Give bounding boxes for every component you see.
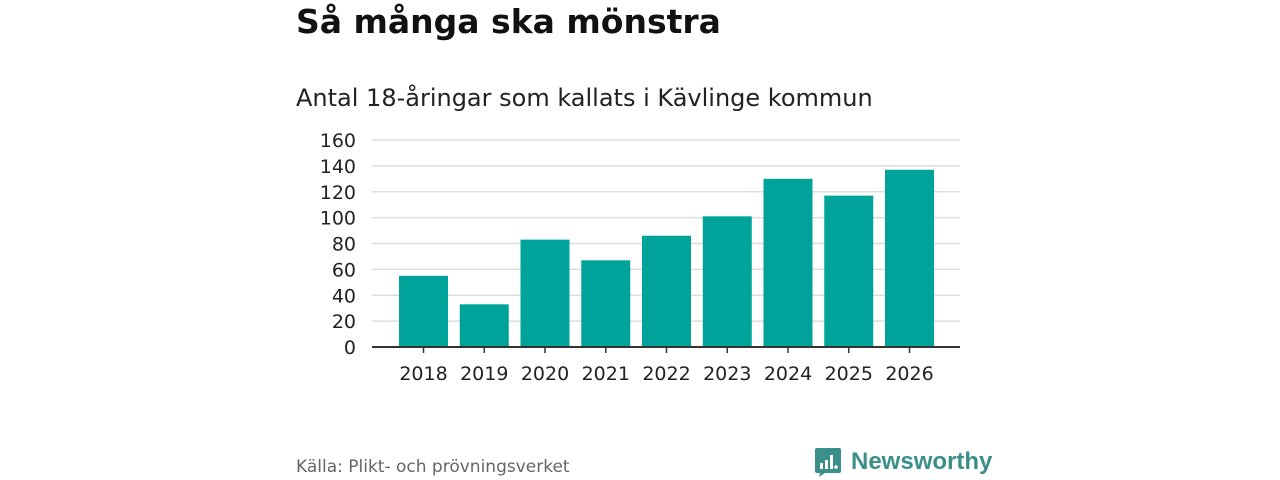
bar-2020[interactable] xyxy=(520,239,570,347)
bar-2024[interactable] xyxy=(763,178,813,347)
x-tick-label: 2024 xyxy=(764,363,812,385)
brand-name: Newsworthy xyxy=(851,448,993,475)
bar-2018[interactable] xyxy=(399,275,448,347)
bars xyxy=(399,169,934,347)
bar-2023[interactable] xyxy=(702,216,752,347)
y-axis-ticks: 0 20 40 60 80 100 120 140 160 xyxy=(320,130,356,359)
x-tick-label: 2021 xyxy=(582,363,630,385)
chart-title: Så många ska mönstra xyxy=(296,2,721,41)
x-tick-label: 2022 xyxy=(642,363,690,385)
y-tick-label: 160 xyxy=(320,130,356,152)
y-tick-label: 80 xyxy=(332,234,356,256)
brand-logo[interactable]: Newsworthy xyxy=(814,446,992,478)
x-tick-label: 2025 xyxy=(825,363,873,385)
x-tick-label: 2019 xyxy=(460,363,508,385)
y-tick-label: 100 xyxy=(320,208,356,230)
bar-2019[interactable] xyxy=(459,304,509,347)
bar-2021[interactable] xyxy=(581,260,631,347)
y-tick-label: 120 xyxy=(320,182,356,204)
y-tick-label: 60 xyxy=(332,259,356,281)
y-tick-label: 140 xyxy=(320,156,356,178)
bar-2022[interactable] xyxy=(642,235,691,347)
x-tick-label: 2020 xyxy=(521,363,569,385)
y-tick-label: 0 xyxy=(344,337,356,359)
y-tick-label: 40 xyxy=(332,285,356,307)
bar-2026[interactable] xyxy=(885,169,934,347)
x-tick-label: 2018 xyxy=(399,363,447,385)
bar-2025[interactable] xyxy=(824,195,874,347)
x-tick-label: 2023 xyxy=(703,363,751,385)
x-tick-label: 2026 xyxy=(885,363,933,385)
x-axis-ticks: 2018 2019 2020 2021 2022 2023 2024 2025 2026 xyxy=(399,347,934,385)
y-tick-label: 20 xyxy=(332,311,356,333)
newsworthy-logo-icon xyxy=(815,448,841,477)
source-note: Källa: Plikt- och prövningsverket xyxy=(296,457,570,477)
chart-subtitle: Antal 18-åringar som kallats i Kävlinge … xyxy=(296,84,873,112)
